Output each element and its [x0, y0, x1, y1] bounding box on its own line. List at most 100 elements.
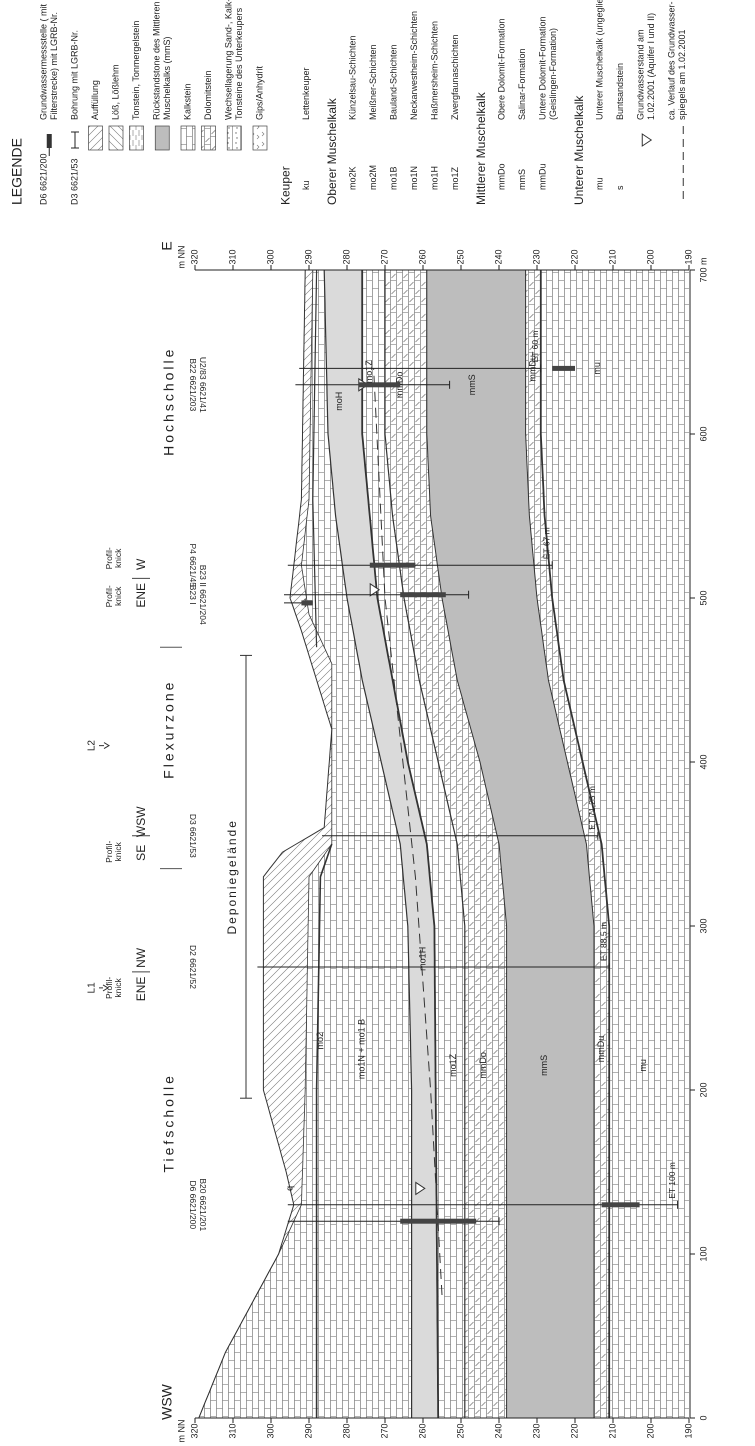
section-line-marker: L2 [87, 740, 98, 752]
unit-label: mu [592, 362, 602, 375]
legend-code: mo2M [368, 165, 378, 190]
elevation-label-right: 190 [683, 249, 693, 264]
well-label: D3 6621/53 [188, 814, 198, 858]
legend-code: mmDu [537, 164, 547, 191]
knick-to: W [134, 558, 148, 570]
legend-code: s [615, 185, 625, 190]
elevation-label-left: 230 [531, 1423, 541, 1438]
unit-label: mmDu [596, 1036, 606, 1063]
elevation-label-left: 260 [417, 1423, 427, 1438]
elevation-label-left: 240 [493, 1423, 503, 1438]
legend-well-filter [47, 134, 52, 148]
legend-text: spiegels am 1.02.2001 [677, 29, 687, 120]
distance-label: 200 [698, 1082, 708, 1097]
section-line-arrow [99, 743, 109, 749]
well-depth: ET 88,5 m [598, 922, 608, 961]
elevation-label-left: 310 [227, 1423, 237, 1438]
legend-text: Filterstrecke) mit LGRB-Nr. [49, 12, 59, 120]
legend-text: ca. Verlauf des Grundwasser- [666, 1, 676, 120]
legend-text: Künzelsau-Schichten [347, 35, 357, 120]
elevation-label-left: 220 [569, 1423, 579, 1438]
legend-text: 1.02.2001 (Aquifer I und II) [646, 13, 656, 120]
legend-text: Unterer Muschelkalk (ungegliedert) [594, 0, 604, 120]
distance-label: 400 [698, 754, 708, 769]
elevation-label-right: 260 [417, 249, 427, 264]
elevation-label-right: 210 [607, 249, 617, 264]
elevation-label-left: 250 [455, 1423, 465, 1438]
legend-code: mo1B [388, 166, 398, 190]
well-label: P4 6621/45 [188, 543, 198, 587]
legend-code: mo1Z [450, 166, 460, 190]
well-label: B22 6621/203 [188, 358, 198, 411]
distance-label: 300 [698, 918, 708, 933]
well-depth: ET 100 m [667, 1162, 677, 1199]
legend-text: Muschelkalks (mmS) [162, 36, 172, 120]
legend-code: mo1H [429, 166, 439, 190]
elevation-unit-right: m NN [176, 246, 186, 269]
zone-label: Hochscholle [161, 347, 177, 456]
well-filter [358, 382, 400, 387]
elevation-label-left: 290 [303, 1423, 313, 1438]
legend-text: Neckarwestheim-Schichten [409, 11, 419, 120]
legend-text: Löß, Lößlehm [110, 64, 120, 120]
east-end-label: E [159, 241, 175, 250]
legend-swatch [253, 126, 267, 150]
zone-label: Tiefscholle [161, 1073, 177, 1172]
well-label: B23 II 6621/204 [198, 565, 208, 625]
legend-code: mo1N [409, 166, 419, 190]
legend-code: mu [594, 177, 604, 190]
legend-heading: Oberer Muschelkalk [325, 97, 339, 205]
elevation-label-left: 190 [683, 1423, 693, 1438]
well-depth: ET 71,25 m [587, 786, 597, 830]
knick-to: WSW [134, 806, 148, 837]
elevation-label-left: 210 [607, 1423, 617, 1438]
legend-code: D6 6621/200 [38, 153, 48, 205]
elevation-label-right: 320 [189, 249, 199, 264]
legend-text: Obere Dolomit-Formation [496, 18, 506, 120]
knick-to: NW [134, 947, 148, 968]
legend-text: Gips/Anhydrit [254, 65, 264, 120]
unit-label: mmDo [478, 1052, 488, 1079]
elevation-label-right: 270 [379, 249, 389, 264]
legend-text: Meißner-Schichten [368, 44, 378, 120]
well-depth: ET 67 m [541, 527, 551, 559]
well-filter [602, 1202, 640, 1207]
legend-swatch [109, 126, 123, 150]
distance-label: 100 [698, 1246, 708, 1261]
legend-groundwater-marker [642, 134, 651, 146]
legend-text: Grundwassermessstelle ( mit [38, 3, 48, 120]
elevation-label-left: 320 [189, 1423, 199, 1438]
legend-text: Haßmersheim-Schichten [429, 21, 439, 120]
elevation-label-right: 310 [227, 249, 237, 264]
legend-text: Kalkstein [182, 83, 192, 120]
legend-text: Tonsteine des Unterkeupers [234, 7, 244, 120]
cross-section-figure: 3203203103103003002902902802802702702602… [0, 0, 755, 1446]
distance-label: 600 [698, 426, 708, 441]
landfill-label: Deponiegelände [225, 819, 239, 934]
well-filter [301, 600, 312, 605]
legend-text: Bohrung mit LGRB-Nr. [69, 30, 79, 120]
unit-label: mo2 [315, 1032, 325, 1050]
unit-label: q [284, 1186, 294, 1191]
legend-swatch [130, 126, 144, 150]
legend-code: mmS [517, 169, 527, 190]
legend-text: Rückstandstone des Mittleren [151, 1, 161, 120]
legend-code: D3 6621/53 [69, 158, 79, 205]
west-end-label: WSW [159, 1383, 175, 1420]
legend-text: Buntsandstein [615, 63, 625, 120]
legend-text: Zwergfaunaschichten [450, 34, 460, 120]
well-filter [400, 592, 446, 597]
knick-note: knick [113, 586, 123, 606]
distance-label: 0 [698, 1415, 708, 1420]
legend-text: Dolomitstein [203, 70, 213, 120]
well-label: B23 I [188, 585, 198, 605]
elevation-label-right: 230 [531, 249, 541, 264]
unit-label: mo1N + mo1 B [357, 1019, 367, 1079]
well-label: D6 6621/200 [188, 1180, 198, 1229]
knick-note: knick [113, 548, 123, 568]
elevation-label-right: 240 [493, 249, 503, 264]
legend-swatch [181, 126, 195, 150]
elevation-label-right: 280 [341, 249, 351, 264]
legend-swatch [89, 126, 103, 150]
legend-text: Tonstein, Tonmergelstein [131, 21, 141, 120]
